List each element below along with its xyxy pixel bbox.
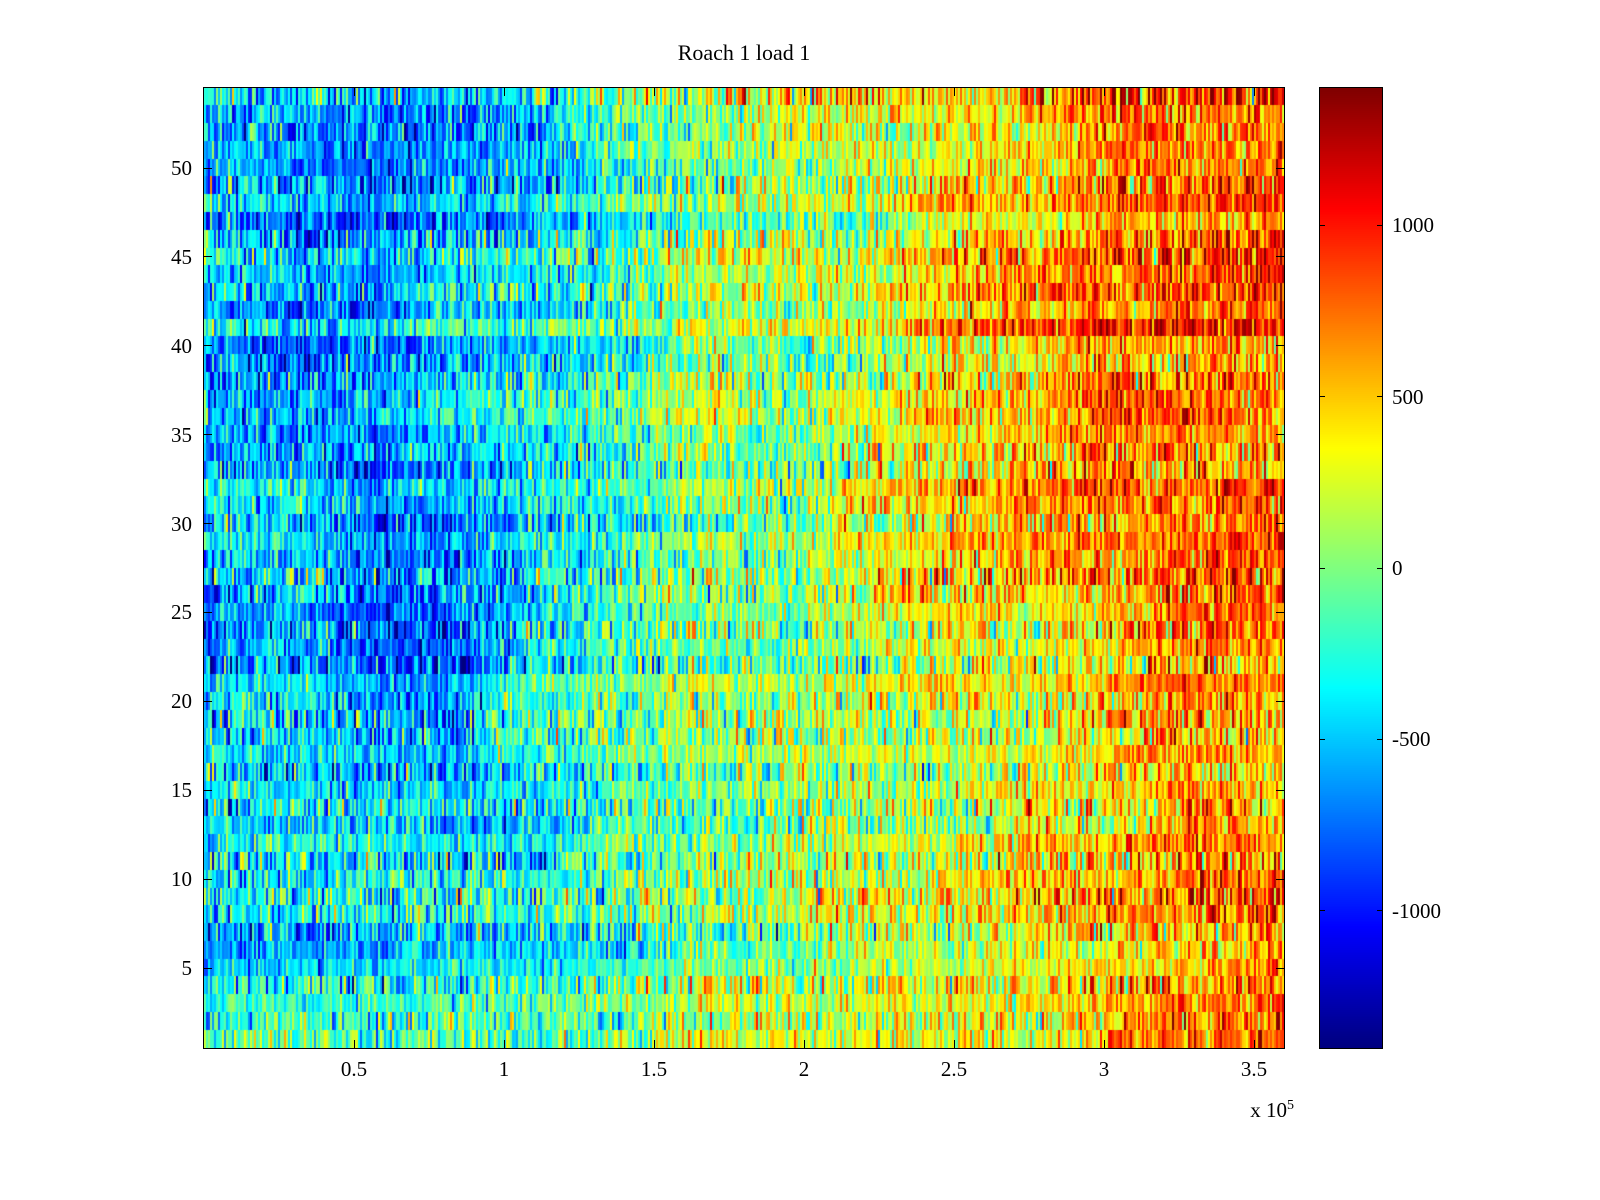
y-tick-mark <box>204 700 212 702</box>
chart-title: Roach 1 load 1 <box>677 40 811 65</box>
x-tick-mark <box>1103 88 1105 96</box>
colorbar-tick-mark <box>1320 567 1325 569</box>
y-tick-mark <box>1276 167 1284 169</box>
x-axis-multiplier: x 105 <box>1144 1098 1294 1123</box>
colorbar-tick-label: -1000 <box>1392 898 1441 923</box>
x-axis-multiplier-exponent: 5 <box>1287 1098 1294 1113</box>
colorbar-tick-label: 500 <box>1392 384 1424 409</box>
y-tick-label: 45 <box>171 244 192 269</box>
y-tick-mark <box>204 523 212 525</box>
y-tick-label: 15 <box>171 778 192 803</box>
x-tick-label: 3 <box>1098 1057 1110 1081</box>
colorbar-tick-mark <box>1377 910 1382 912</box>
y-tick-mark <box>1276 256 1284 258</box>
x-tick-mark <box>803 1040 805 1048</box>
x-tick-label: 1.5 <box>640 1057 668 1081</box>
y-tick-mark <box>1276 434 1284 436</box>
y-tick-mark <box>1276 967 1284 969</box>
y-tick-label: 30 <box>171 511 192 536</box>
colorbar-tick-mark <box>1377 738 1382 740</box>
y-tick-mark <box>204 256 212 258</box>
colorbar-canvas <box>1320 88 1382 1048</box>
y-tick-label: 35 <box>171 422 192 447</box>
colorbar-tick-label: 1000 <box>1392 213 1434 238</box>
y-tick-mark <box>204 967 212 969</box>
x-tick-mark <box>503 1040 505 1048</box>
x-tick-mark <box>353 88 355 96</box>
x-tick-mark <box>953 1040 955 1048</box>
x-tick-mark <box>503 88 505 96</box>
heatmap-canvas <box>204 88 1284 1048</box>
x-tick-mark <box>1253 1040 1255 1048</box>
colorbar-tick-mark <box>1377 396 1382 398</box>
y-tick-mark <box>1276 789 1284 791</box>
x-tick-mark <box>353 1040 355 1048</box>
y-tick-mark <box>1276 523 1284 525</box>
y-tick-label: 5 <box>181 956 193 980</box>
y-tick-mark <box>1276 345 1284 347</box>
x-tick-label: 3.5 <box>1240 1057 1268 1081</box>
x-tick-label: 2.5 <box>940 1057 968 1081</box>
y-tick-mark <box>204 789 212 791</box>
colorbar-tick-mark <box>1377 567 1382 569</box>
y-tick-label: 25 <box>171 600 192 625</box>
x-axis-multiplier-prefix: x 10 <box>1250 1098 1287 1122</box>
x-tick-label: 2 <box>798 1057 810 1081</box>
y-tick-mark <box>1276 611 1284 613</box>
colorbar-tick-mark <box>1377 224 1382 226</box>
y-tick-label: 10 <box>171 867 192 892</box>
y-tick-mark <box>204 611 212 613</box>
colorbar-tick-mark <box>1320 396 1325 398</box>
y-tick-mark <box>204 434 212 436</box>
y-tick-mark <box>1276 878 1284 880</box>
y-tick-label: 50 <box>171 156 192 180</box>
x-tick-mark <box>953 88 955 96</box>
x-tick-mark <box>1253 88 1255 96</box>
x-tick-label: 0.5 <box>340 1057 368 1081</box>
y-tick-mark <box>204 345 212 347</box>
y-tick-mark <box>204 167 212 169</box>
colorbar-tick-label: -500 <box>1392 727 1431 752</box>
colorbar-tick-label: 0 <box>1392 556 1403 580</box>
x-tick-mark <box>653 88 655 96</box>
y-tick-mark <box>1276 700 1284 702</box>
x-tick-mark <box>1103 1040 1105 1048</box>
y-tick-label: 20 <box>171 689 192 714</box>
y-tick-mark <box>204 878 212 880</box>
colorbar-tick-mark <box>1320 224 1325 226</box>
colorbar-tick-mark <box>1320 738 1325 740</box>
x-tick-mark <box>803 88 805 96</box>
colorbar-tick-mark <box>1320 910 1325 912</box>
x-tick-mark <box>653 1040 655 1048</box>
y-tick-label: 40 <box>171 333 192 358</box>
x-tick-label: 1 <box>498 1057 510 1081</box>
